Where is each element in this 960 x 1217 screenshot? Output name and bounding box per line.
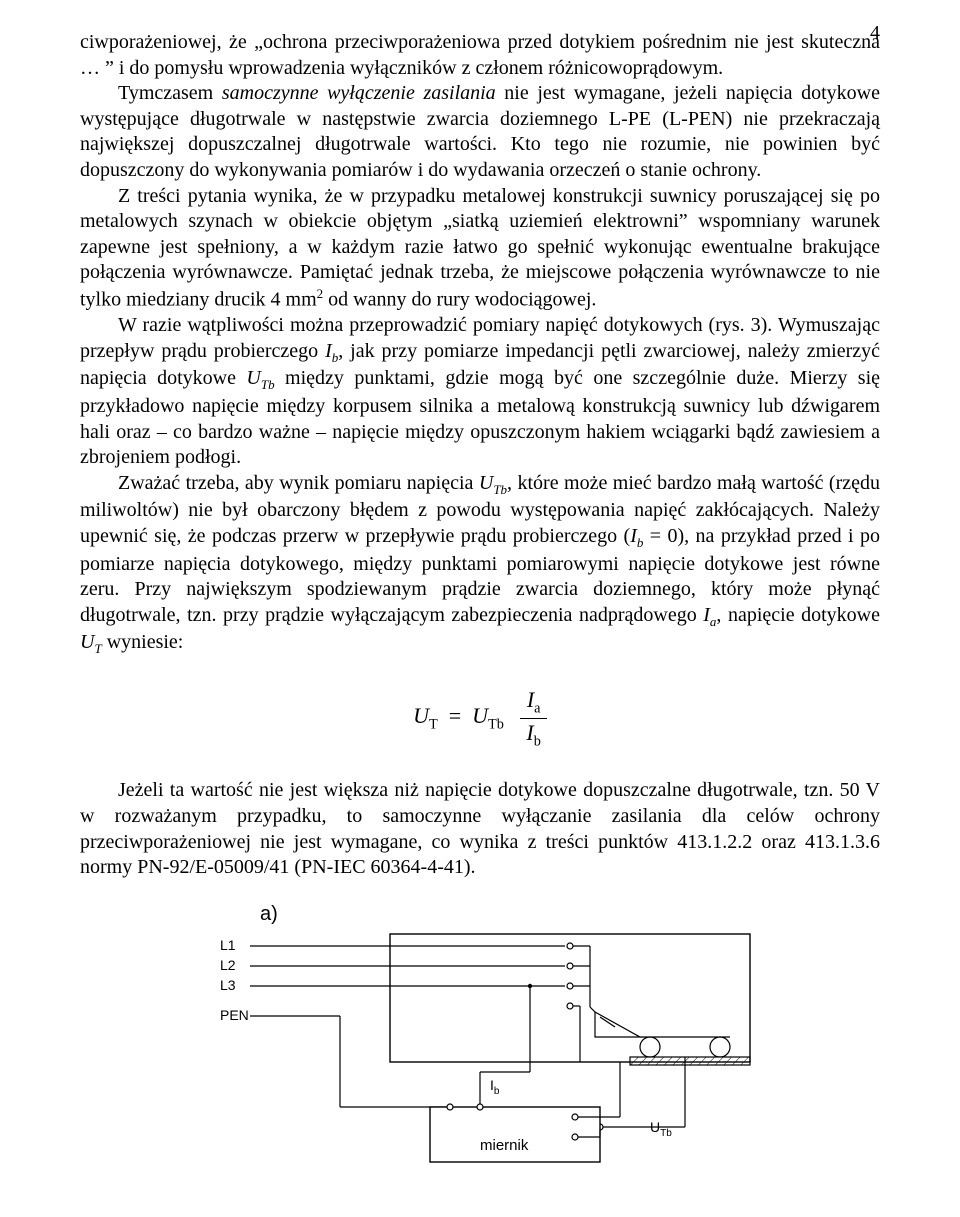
eq-UT-sub: T (429, 717, 438, 733)
wheel (710, 1037, 730, 1057)
meter-terminal (572, 1134, 578, 1140)
eq-UTb-sub: Tb (488, 717, 504, 733)
enclosure-rect (390, 934, 750, 1062)
text: , napięcie dotykowe (716, 604, 880, 626)
label-UTb: UTb (650, 1119, 672, 1139)
text: Jeżeli ta wartość nie jest większa niż n… (80, 779, 880, 878)
meter-terminal (447, 1104, 453, 1110)
terminal (567, 1003, 573, 1009)
label-L1: L1 (220, 937, 236, 953)
text-italic: samoczynne wyłączenie zasilania (222, 82, 496, 104)
eq-den-I: I (526, 720, 533, 745)
paragraph-2: Tymczasem samoczynne wyłączenie zasilani… (80, 81, 880, 183)
eq-den-sub: b (534, 733, 541, 749)
text: ciwporażeniowej, że „ochrona przeciwpora… (80, 31, 880, 79)
paragraph-1: ciwporażeniowej, że „ochrona przeciwpora… (80, 30, 880, 81)
text: wyniesie: (102, 631, 184, 653)
page-number: 4 (870, 22, 880, 45)
symbol-I: I (630, 525, 637, 547)
eq-UTb: U (472, 703, 488, 728)
symbol-U: U (246, 367, 260, 389)
eq-fraction: Ia Ib (520, 686, 546, 750)
eq-equals: = (449, 703, 461, 728)
motor-shape (595, 1012, 640, 1037)
rail (630, 1057, 750, 1065)
eq-num-sub: a (534, 700, 540, 716)
paragraph-6: Jeżeli ta wartość nie jest większa niż n… (80, 778, 880, 880)
paragraph-5: Zważać trzeba, aby wynik pomiaru napięci… (80, 471, 880, 658)
paragraph-3: Z treści pytania wynika, że w przypadku … (80, 184, 880, 314)
label-PEN: PEN (220, 1007, 249, 1023)
equation: UT = UTb Ia Ib (80, 686, 880, 750)
symbol-U: U (479, 472, 493, 494)
terminal (567, 943, 573, 949)
meter-terminal (477, 1104, 483, 1110)
symbol-UTb-sub: Tb (261, 377, 275, 392)
paragraph-4: W razie wątpliwości można przeprowadzić … (80, 313, 880, 471)
meter-label: miernik (480, 1137, 529, 1154)
page: 4 ciwporażeniowej, że „ochrona przeciwpo… (0, 0, 960, 1217)
text: Tymczasem (118, 82, 222, 104)
wheel (640, 1037, 660, 1057)
diagram-label-a: a) (260, 903, 880, 926)
symbol-I: I (703, 604, 710, 626)
text: od wanny do rury wodociągowej. (323, 289, 596, 311)
terminal (567, 963, 573, 969)
symbol-I: I (325, 340, 332, 362)
symbol-UTb-sub: Tb (493, 482, 507, 497)
symbol-U: U (80, 631, 94, 653)
body-text: ciwporażeniowej, że „ochrona przeciwpora… (80, 30, 880, 881)
diagram: a) L1 L2 L3 PEN (220, 903, 880, 1177)
circuit-svg: L1 L2 L3 PEN (220, 932, 780, 1172)
meter-terminal (572, 1114, 578, 1120)
label-L3: L3 (220, 977, 236, 993)
terminal (567, 983, 573, 989)
label-L2: L2 (220, 957, 236, 973)
text: Zważać trzeba, aby wynik pomiaru napięci… (118, 472, 479, 494)
label-Ib: Ib (490, 1077, 500, 1097)
symbol-UT-sub: T (94, 641, 101, 656)
eq-UT: U (413, 703, 429, 728)
